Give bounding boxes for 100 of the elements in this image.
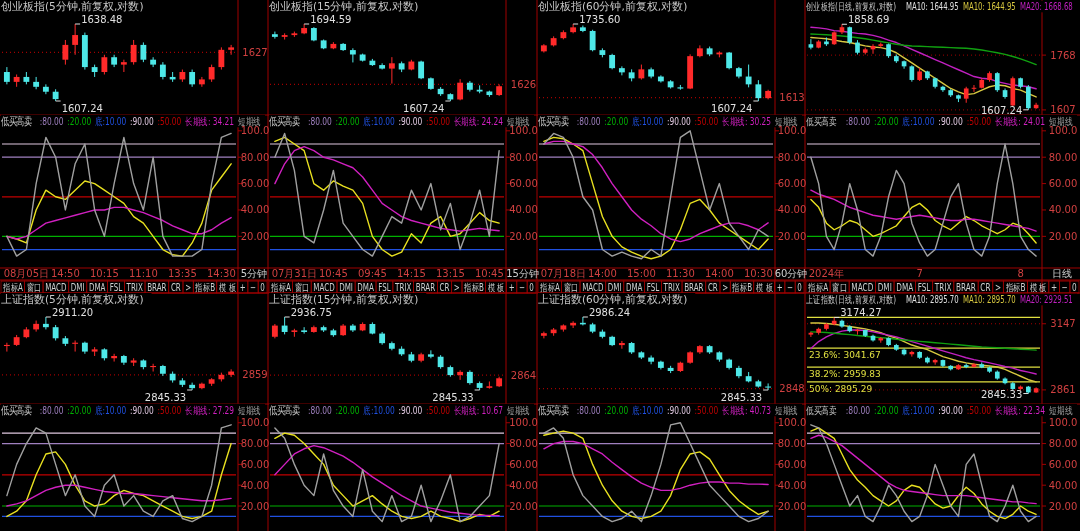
x-tick-label: 2024年 [808,268,845,279]
y-tick-label: 80.00 [240,151,270,163]
y-tick-label: 20.00 [240,500,270,512]
text: 短期线 [1049,405,1073,417]
annotation: 模 板 [1029,281,1048,294]
text: 0 [1072,281,1077,294]
ref-line-label: :20.00 [67,404,92,417]
x-tick-label: 14:50 [50,268,80,279]
series-label: 短期线 [238,404,261,417]
text: MA20: 2929.51 [1019,293,1073,306]
annotation: 窗口 [832,281,848,294]
chart-title: 创业板指(日线,前复权,对数) [806,0,897,13]
x-tick-label: 07月31日 [271,268,318,279]
text: MACD [313,281,336,294]
text: 短期线 [775,404,798,417]
text: 0 [797,281,802,294]
text: 指标A [539,281,560,294]
y-tick-label: 40.00 [509,204,538,216]
text: + [239,281,246,294]
text: 长期线: 10.67 [453,404,503,417]
y-tick-label: 60.00 [1048,178,1078,190]
annotation: 1607.24 [980,104,1023,116]
chart-title: 创业板指(15分钟,前复权,对数) [269,0,419,12]
ref-line-label: 50%: 2895.29 [809,383,873,394]
chart-title: 低买高卖 [538,114,569,128]
text: − [250,281,257,294]
ref-line-label: :90.00 [938,405,964,417]
y-tick-label: 80.00 [1048,438,1078,450]
y-tick-label: 1607 [1050,104,1076,116]
text: BRAR [684,281,704,294]
text: > [722,281,729,294]
y-tick-label: 80.00 [777,438,807,450]
ref-line-label: :20.00 [604,115,629,128]
text: 长期线: 30.25 [722,115,772,128]
text: 短期线 [507,404,530,417]
x-tick-label: 10:15 [89,268,119,279]
text: CR [170,281,181,294]
ref-line-label: 1627 [242,46,268,58]
ref-line-label: :20.00 [335,115,360,128]
ref-line-label: :90.00 [129,404,155,417]
y-tick-label: 20.00 [777,230,807,242]
ref-line-label: :50.00 [426,115,451,128]
x-axis-title: 60分钟 [774,268,808,279]
text: 1607.24 [403,103,445,114]
annotation: 2845.33 [980,388,1023,400]
text: − [518,281,525,294]
text: BRAR [147,281,167,294]
text: 2845.33 [432,392,474,403]
annotation: DMI [877,281,892,294]
text: 指标A [270,281,291,294]
ref-line-label: :80.00 [307,404,333,417]
chart-title: 低买高卖 [269,114,300,128]
text: 模 板 [487,281,505,294]
y-tick-label: 40.00 [509,479,538,491]
annotation: MA10: 1644.95 [905,0,959,13]
ref-line-label: 1626 [510,78,537,90]
ref-line-label: :50.00 [157,115,182,128]
y-tick-label: 40.00 [240,479,270,491]
text: + [1051,281,1058,294]
y-tick-label: 40.00 [777,479,807,491]
x-tick-label: 10:45 [474,268,504,279]
y-tick-label: 60.00 [240,458,270,470]
chart-title: 低买高卖 [269,403,300,417]
text: CR [439,281,450,294]
text: 长期线: 34.21 [185,115,235,128]
ref-line-label: 2864 [510,369,537,381]
ref-line-label: :80.00 [39,404,64,417]
y-tick-label: 20.00 [509,500,538,512]
y-tick-label: 20.00 [1048,500,1078,512]
x-axis-title: 日线 [1052,268,1072,279]
text: 模 板 [755,281,773,294]
text: > [453,281,460,294]
x-tick-label: 15:00 [626,268,656,279]
ref-line-label: :90.00 [129,115,155,128]
annotation: BRAR [956,281,976,294]
y-tick-label: 2861 [1050,384,1076,396]
annotation: 1735.60 [579,14,621,25]
ref-line-label: :80.00 [845,405,871,417]
text: BRAR [415,281,436,294]
ref-line-label: 底:10.00 [902,405,935,417]
text: 长期线: 27.29 [185,404,235,417]
chart-title: 上证指数(5分钟,前复权,对数) [1,293,144,305]
annotation: > [994,281,1002,294]
x-tick-label: 09:45 [357,268,387,279]
y-tick-label: 80.00 [509,438,538,450]
annotation: TRIX [934,281,952,294]
annotation: 3174.27 [840,307,882,319]
text: 模 板 [218,281,236,294]
ref-line-label: :50.00 [966,116,992,128]
text: − [1061,281,1068,294]
y-tick-label: 20.00 [240,230,270,242]
text: + [508,281,515,294]
y-tick-label: 100.0 [1048,125,1078,137]
ref-line-label: 底:10.00 [94,404,127,417]
y-tick-label: 100.0 [777,125,807,137]
ref-line-label: 底:10.00 [902,116,935,128]
ref-line-label: 底:10.00 [363,115,396,128]
annotation: CR [980,281,991,294]
ref-line-label: :50.00 [694,404,719,417]
text: MA10: 1644.95 [962,0,1016,13]
